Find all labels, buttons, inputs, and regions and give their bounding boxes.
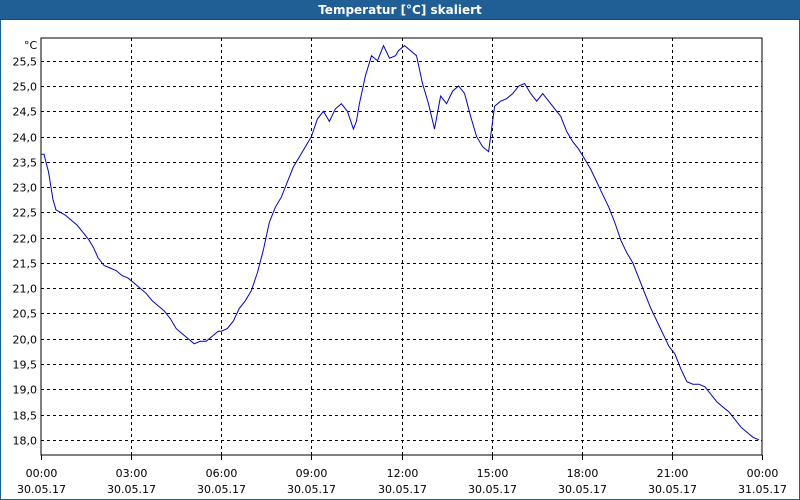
temperature-series-line xyxy=(41,44,760,441)
x-tick-date-label: 31.05.17 xyxy=(738,483,787,496)
x-tick-time-label: 21:00 xyxy=(657,467,689,480)
x-tick-time-label: 06:00 xyxy=(206,467,238,480)
x-tick-time-label: 03:00 xyxy=(116,467,148,480)
y-tick-label: 24,5 xyxy=(13,106,38,119)
x-tick-time-label: 00:00 xyxy=(26,467,58,480)
x-tick-time-label: 12:00 xyxy=(387,467,419,480)
x-tick-time-label: 00:00 xyxy=(747,467,779,480)
y-tick-label: 20,0 xyxy=(13,334,38,347)
y-tick-label: 19,5 xyxy=(13,359,38,372)
series-group xyxy=(41,44,760,441)
x-tick-time-label: 09:00 xyxy=(296,467,328,480)
y-axis-unit-label: °C xyxy=(24,39,38,52)
frame-left-border xyxy=(0,20,1,500)
y-tick-label: 21,5 xyxy=(13,258,38,271)
grid-lines xyxy=(41,38,762,455)
y-axis-ticks: 25,5 25,0 24,5 24,0 23,5 23,0 22,5 22,0 21,5 21,0… xyxy=(13,56,38,448)
x-tick-date-label: 30.05.17 xyxy=(558,483,607,496)
y-tick-label: 23,5 xyxy=(13,157,38,170)
x-tick-date-label: 30.05.17 xyxy=(107,483,156,496)
y-tick-label: 24,0 xyxy=(13,132,38,145)
y-tick-label: 18,0 xyxy=(13,435,38,448)
plot-area xyxy=(40,37,763,456)
y-tick-label: 18,5 xyxy=(13,410,38,423)
y-tick-label: 22,0 xyxy=(13,233,38,246)
x-tick-time-label: 15:00 xyxy=(477,467,509,480)
x-tick-date-label: 30.05.17 xyxy=(287,483,336,496)
x-tick-time-label: 18:00 xyxy=(567,467,599,480)
x-tick-date-label: 30.05.17 xyxy=(17,483,66,496)
x-axis-ticks: 00:00 30.05.17 03:00 30.05.17 06:00 30.05.17 0… xyxy=(17,455,787,496)
x-tick-date-label: 30.05.17 xyxy=(378,483,427,496)
y-tick-label: 21,0 xyxy=(13,283,38,296)
chart-title: Temperatur [°C] skaliert xyxy=(0,0,800,20)
x-tick-date-label: 30.05.17 xyxy=(648,483,697,496)
y-tick-label: 23,0 xyxy=(13,182,38,195)
x-tick-date-label: 30.05.17 xyxy=(468,483,517,496)
y-tick-label: 25,5 xyxy=(13,56,38,69)
y-tick-label: 22,5 xyxy=(13,207,38,220)
y-tick-label: 25,0 xyxy=(13,81,38,94)
y-tick-label: 19,0 xyxy=(13,384,38,397)
y-tick-label: 20,5 xyxy=(13,308,38,321)
x-tick-date-label: 30.05.17 xyxy=(197,483,246,496)
